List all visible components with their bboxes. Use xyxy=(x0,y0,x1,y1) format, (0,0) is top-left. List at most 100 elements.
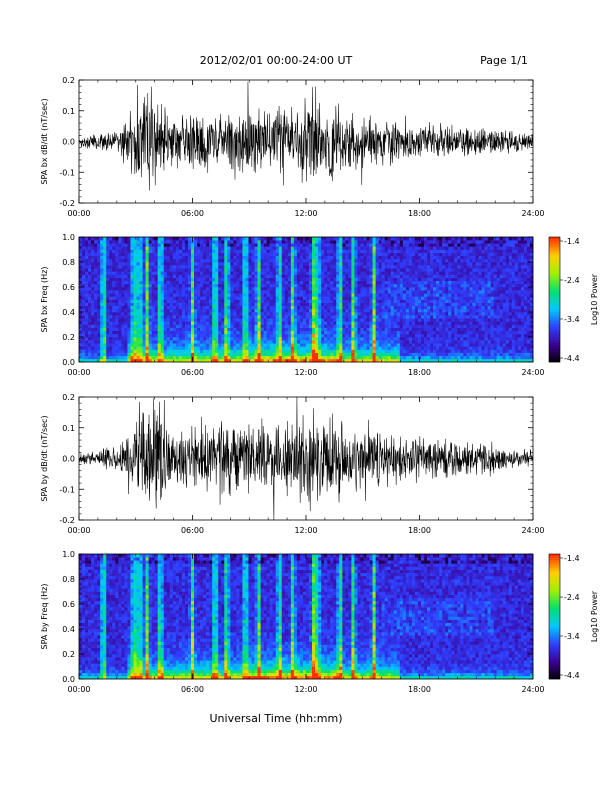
spectrogram-cell xyxy=(169,318,174,322)
spectrogram-cell xyxy=(245,333,249,338)
spectrogram-cell xyxy=(103,333,107,338)
spectrogram-cell xyxy=(390,352,395,357)
spectrogram-cell xyxy=(293,246,298,250)
spectrogram-cell xyxy=(363,243,367,247)
spectrogram-cell xyxy=(112,337,116,341)
spectrogram-cell xyxy=(430,246,434,250)
spectrogram-cell xyxy=(97,277,101,282)
spectrogram-cell xyxy=(221,305,225,310)
x-tick-label: 18:00 xyxy=(408,209,431,218)
spectrogram-cell xyxy=(227,274,231,278)
spectrogram-cell xyxy=(363,340,367,344)
spectrogram-cell xyxy=(439,249,443,253)
spectrogram-cell xyxy=(321,324,325,328)
spectrogram-cell xyxy=(88,265,92,269)
spectrogram-cell xyxy=(427,315,431,319)
spectrogram-cell xyxy=(124,252,128,257)
spectrogram-cell xyxy=(88,277,92,282)
spectrogram-cell xyxy=(390,349,395,353)
spectrogram-cell xyxy=(239,327,243,332)
spectrogram-cell xyxy=(302,337,307,341)
spectrogram-cell xyxy=(230,249,234,253)
spectrogram-cell xyxy=(103,277,107,282)
spectrogram-cell xyxy=(233,352,237,357)
spectrogram-cell xyxy=(306,246,310,250)
spectrogram-cell xyxy=(330,249,334,253)
spectrogram-cell xyxy=(254,340,258,344)
spectrogram-cell xyxy=(187,337,192,341)
spectrogram-cell xyxy=(345,283,349,288)
spectrogram-cell xyxy=(157,324,162,328)
spectrogram-cell xyxy=(278,255,283,260)
spectrogram-cell xyxy=(245,262,249,266)
spectrogram-cell xyxy=(130,346,134,350)
spectrogram-cell xyxy=(309,249,313,253)
spectrogram-cell xyxy=(402,271,407,275)
spectrogram-cell xyxy=(442,358,446,363)
spectrogram-cell xyxy=(251,340,255,344)
spectrogram-cell xyxy=(166,333,171,338)
spectrogram-cell xyxy=(236,308,240,313)
spectrogram-cell xyxy=(85,296,89,300)
spectrogram-cell xyxy=(411,255,416,260)
spectrogram-cell xyxy=(324,240,328,244)
spectrogram-cell xyxy=(408,290,413,294)
spectrogram-cell xyxy=(363,333,367,338)
spectrogram-cell xyxy=(233,258,237,263)
spectrogram-cell xyxy=(218,346,222,350)
spectrogram-cell xyxy=(230,277,234,282)
spectrogram-cell xyxy=(85,274,89,278)
spectrogram-cell xyxy=(181,290,186,294)
spectrogram-cell xyxy=(190,333,195,338)
spectrogram-cell xyxy=(345,249,349,253)
spectrogram-cell xyxy=(302,346,307,350)
spectrogram-cell xyxy=(224,343,228,347)
spectrogram-cell xyxy=(272,252,277,257)
spectrogram-cell xyxy=(414,352,419,357)
spectrogram-cell xyxy=(339,330,343,335)
spectrogram-cell xyxy=(206,287,210,291)
spectrogram-cell xyxy=(136,346,140,350)
spectrogram-cell xyxy=(399,324,404,328)
spectrogram-cell xyxy=(445,305,449,310)
spectrogram-cell xyxy=(296,340,301,344)
spectrogram-cell xyxy=(396,352,401,357)
spectrogram-cell xyxy=(91,280,95,285)
spectrogram-cell xyxy=(433,349,437,353)
spectrogram-cell xyxy=(336,296,340,300)
spectrogram-cell xyxy=(354,265,358,269)
spectrogram-cell xyxy=(360,308,364,313)
spectrogram-cell xyxy=(448,352,452,357)
spectrogram-cell xyxy=(227,355,231,360)
spectrogram-cell xyxy=(421,349,425,353)
spectrogram-cell xyxy=(327,274,331,278)
spectrogram-cell xyxy=(414,271,419,275)
spectrogram-cell xyxy=(411,262,416,266)
spectrogram-cell xyxy=(133,240,137,244)
spectrogram-cell xyxy=(330,318,334,322)
spectrogram-cell xyxy=(263,352,267,357)
spectrogram-cell xyxy=(266,308,270,313)
spectrogram-cell xyxy=(242,290,246,294)
spectrogram-cell xyxy=(354,327,358,332)
spectrogram-cell xyxy=(218,258,222,263)
spectrogram-cell xyxy=(287,274,292,278)
spectrogram-cell xyxy=(442,340,446,344)
spectrogram-cell xyxy=(224,355,228,360)
spectrogram-cell xyxy=(169,296,174,300)
spectrogram-cell xyxy=(411,346,416,350)
spectrogram-cell xyxy=(439,327,443,332)
spectrogram-cell xyxy=(124,315,128,319)
spectrogram-cell xyxy=(293,290,298,294)
spectrogram-cell xyxy=(121,262,125,266)
spectrogram-cell xyxy=(142,290,146,294)
spectrogram-cell xyxy=(345,290,349,294)
spectrogram-cell xyxy=(103,312,107,316)
spectrogram-cell xyxy=(445,318,449,322)
spectrogram-cell xyxy=(215,283,219,288)
spectrogram-cell xyxy=(430,352,434,357)
spectrogram-cell xyxy=(154,243,158,247)
spectrogram-cell xyxy=(284,308,289,313)
spectrogram-cell xyxy=(421,258,425,263)
spectrogram-cell xyxy=(427,293,431,297)
